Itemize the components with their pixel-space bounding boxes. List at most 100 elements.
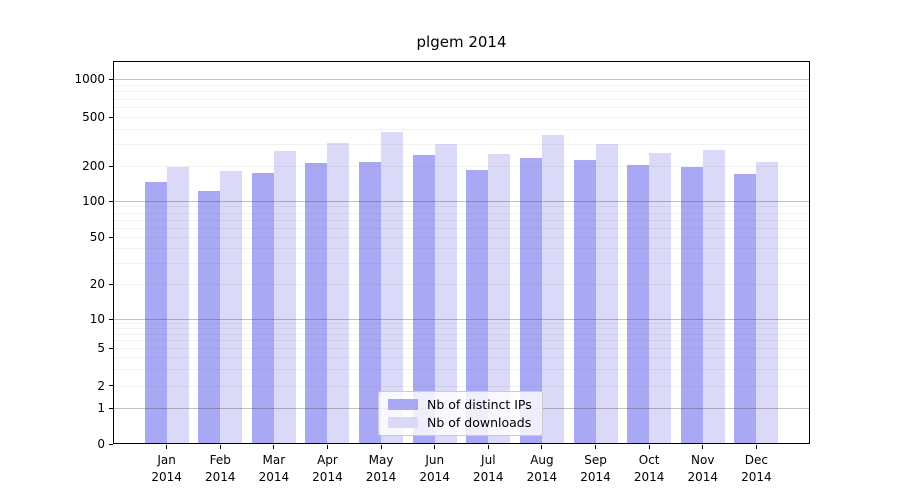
bar-downloads-feb-2014: [220, 171, 243, 444]
gridline-major: [114, 200, 809, 202]
x-tick-label-year: 2014: [741, 470, 772, 484]
y-tick-mark: [109, 407, 113, 409]
x-tick-label-month: Apr: [317, 453, 338, 467]
y-tick-mark: [109, 200, 113, 202]
x-tick-label-year: 2014: [580, 470, 611, 484]
x-tick-mark: [595, 445, 597, 449]
bar-distinct-ips-apr-2014: [305, 163, 328, 444]
x-tick-mark: [273, 445, 275, 449]
x-tick-label-year: 2014: [473, 470, 504, 484]
y-tick-label: 20: [89, 277, 105, 291]
x-tick-mark: [434, 445, 436, 449]
chart-title: plgem 2014: [416, 33, 507, 51]
y-tick-mark: [109, 165, 113, 167]
x-tick-label-month: Jun: [425, 453, 445, 467]
x-tick-mark: [487, 445, 489, 449]
y-tick-mark: [109, 78, 113, 80]
legend: Nb of distinct IPs Nb of downloads: [378, 391, 543, 436]
y-tick-mark: [109, 443, 113, 445]
bar-distinct-ips-sep-2014: [573, 159, 596, 444]
bar-downloads-mar-2014: [273, 150, 296, 444]
gridline-minor: [114, 219, 809, 221]
gridline-minor: [114, 236, 809, 238]
gridline-minor: [114, 205, 809, 207]
y-tick-label: 0: [97, 437, 105, 451]
gridline-minor: [114, 262, 809, 264]
gridline-minor: [114, 356, 809, 358]
gridline-minor: [114, 212, 809, 214]
gridline-minor: [114, 106, 809, 108]
x-tick-label-month: Sep: [584, 453, 607, 467]
x-tick-label-year: 2014: [365, 470, 397, 484]
x-tick-mark: [755, 445, 757, 449]
x-tick-label-year: 2014: [204, 470, 236, 484]
bar-distinct-ips-dec-2014: [734, 174, 757, 444]
gridline-minor: [114, 283, 809, 285]
x-tick-mark: [219, 445, 221, 449]
gridline-minor: [114, 128, 809, 130]
y-tick-mark: [109, 283, 113, 285]
gridline-minor: [114, 90, 809, 92]
x-tick-label-month: Jan: [157, 453, 176, 467]
x-tick-label-month: Feb: [209, 453, 231, 467]
x-tick-label-year: 2014: [633, 470, 665, 484]
legend-swatch-downloads: [388, 417, 418, 428]
bar-downloads-nov-2014: [702, 149, 725, 444]
x-tick-mark: [648, 445, 650, 449]
gridline-minor: [114, 84, 809, 86]
gridline-major: [114, 318, 809, 320]
bar-downloads-jul-2014: [488, 153, 511, 444]
x-tick-label: Jun 2014: [395, 452, 475, 486]
x-tick-label-month: Mar: [262, 453, 286, 467]
gridline-minor: [114, 339, 809, 341]
x-tick-mark: [541, 445, 543, 449]
x-tick-label: May 2014: [341, 452, 421, 486]
x-tick-label-month: Oct: [638, 453, 660, 467]
bar-distinct-ips-nov-2014: [680, 167, 703, 444]
gridline-minor: [114, 143, 809, 145]
gridline-minor: [114, 327, 809, 329]
gridline-minor: [114, 227, 809, 229]
bar-downloads-sep-2014: [595, 144, 618, 444]
y-tick-mark: [109, 385, 113, 386]
x-tick-label-year: 2014: [312, 470, 343, 484]
gridline-minor: [114, 116, 809, 118]
bar-distinct-ips-aug-2014: [519, 157, 542, 444]
bar-downloads-oct-2014: [649, 152, 672, 444]
gridline-minor: [114, 385, 809, 387]
x-tick-label-year: 2014: [151, 470, 182, 484]
gridline-minor: [114, 247, 809, 249]
y-tick-label: 2: [97, 378, 105, 393]
gridline-major: [114, 78, 809, 80]
y-tick-mark: [109, 318, 113, 320]
x-tick-label: Jan 2014: [127, 452, 207, 486]
y-tick-label: 1: [97, 401, 105, 415]
x-tick-label-year: 2014: [258, 470, 290, 484]
legend-label-distinct-ips: Nb of distinct IPs: [427, 397, 532, 412]
x-tick-label: Nov 2014: [663, 452, 743, 486]
x-tick-mark: [166, 445, 168, 449]
x-tick-label: Apr 2014: [287, 452, 367, 486]
y-tick-label: 200: [82, 159, 105, 173]
bar-distinct-ips-may-2014: [359, 162, 382, 444]
bar-downloads-jan-2014: [166, 167, 189, 444]
x-tick-mark: [702, 445, 704, 449]
x-tick-label: Feb 2014: [180, 452, 260, 486]
y-tick-label: 500: [82, 110, 105, 124]
gridline-minor: [114, 368, 809, 370]
bar-distinct-ips-mar-2014: [251, 173, 274, 444]
legend-item-distinct-ips: Nb of distinct IPs: [388, 397, 532, 412]
x-tick-label-month: May: [368, 453, 394, 467]
bar-downloads-aug-2014: [541, 135, 564, 444]
gridline-minor: [114, 165, 809, 167]
x-tick-label-year: 2014: [526, 470, 558, 484]
y-tick-mark: [109, 236, 113, 238]
gridline-minor: [114, 347, 809, 349]
bar-downloads-jun-2014: [434, 144, 457, 444]
y-tick-label: 50: [89, 230, 105, 244]
bar-distinct-ips-oct-2014: [627, 165, 650, 444]
x-tick-label-month: Aug: [530, 453, 554, 467]
y-tick-label: 100: [82, 194, 105, 208]
x-tick-label-month: Jul: [481, 453, 496, 467]
